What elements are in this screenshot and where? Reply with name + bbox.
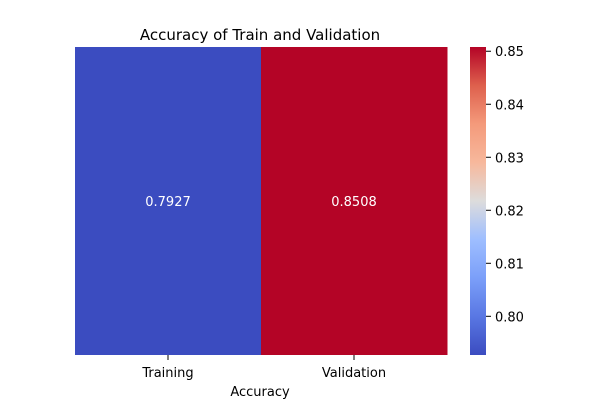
colorbar [470, 47, 486, 355]
colorbar-tick-label: 0.82 [495, 204, 524, 219]
heatmap-cell-validation [261, 47, 448, 355]
heatmap-cell-training [75, 47, 262, 355]
x-axis-label: Accuracy [230, 385, 290, 400]
colorbar-tick-label: 0.85 [495, 45, 524, 60]
cell-value-label: 0.7927 [145, 195, 191, 210]
chart-title: Accuracy of Train and Validation [140, 26, 380, 44]
heatmap-cells: 0.7927 0.8508 [75, 47, 448, 355]
cell-value-label: 0.8508 [331, 195, 377, 210]
colorbar-ticks: 0.80 0.81 0.82 0.83 0.84 0.85 [486, 45, 524, 325]
colorbar-tick-label: 0.80 [495, 310, 524, 325]
colorbar-tick-label: 0.83 [495, 151, 524, 166]
colorbar-tick-label: 0.81 [495, 257, 524, 272]
x-tick-label-training: Training [141, 366, 193, 381]
colorbar-tick-label: 0.84 [495, 98, 524, 113]
x-axis-ticks: Training Validation [141, 355, 386, 381]
x-tick-label-validation: Validation [322, 366, 386, 381]
